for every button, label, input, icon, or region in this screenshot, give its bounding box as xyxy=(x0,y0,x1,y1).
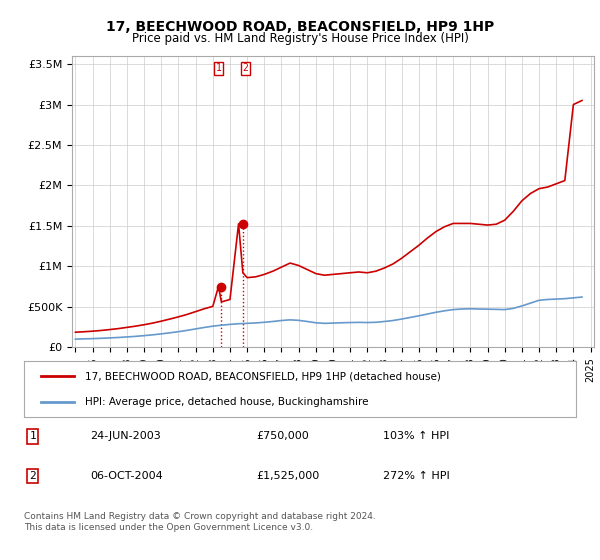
Text: 24-JUN-2003: 24-JUN-2003 xyxy=(90,431,161,441)
Text: 1: 1 xyxy=(215,63,221,73)
Text: 17, BEECHWOOD ROAD, BEACONSFIELD, HP9 1HP: 17, BEECHWOOD ROAD, BEACONSFIELD, HP9 1H… xyxy=(106,20,494,34)
Text: 2: 2 xyxy=(242,63,248,73)
Text: Contains HM Land Registry data © Crown copyright and database right 2024.
This d: Contains HM Land Registry data © Crown c… xyxy=(24,512,376,532)
Text: 17, BEECHWOOD ROAD, BEACONSFIELD, HP9 1HP (detached house): 17, BEECHWOOD ROAD, BEACONSFIELD, HP9 1H… xyxy=(85,371,440,381)
Text: £750,000: £750,000 xyxy=(256,431,308,441)
Text: 103% ↑ HPI: 103% ↑ HPI xyxy=(383,431,449,441)
Text: 2: 2 xyxy=(29,471,36,481)
Text: Price paid vs. HM Land Registry's House Price Index (HPI): Price paid vs. HM Land Registry's House … xyxy=(131,32,469,45)
Text: 06-OCT-2004: 06-OCT-2004 xyxy=(90,471,163,481)
Text: HPI: Average price, detached house, Buckinghamshire: HPI: Average price, detached house, Buck… xyxy=(85,397,368,407)
Text: 272% ↑ HPI: 272% ↑ HPI xyxy=(383,471,449,481)
Text: £1,525,000: £1,525,000 xyxy=(256,471,319,481)
Text: 1: 1 xyxy=(29,431,36,441)
